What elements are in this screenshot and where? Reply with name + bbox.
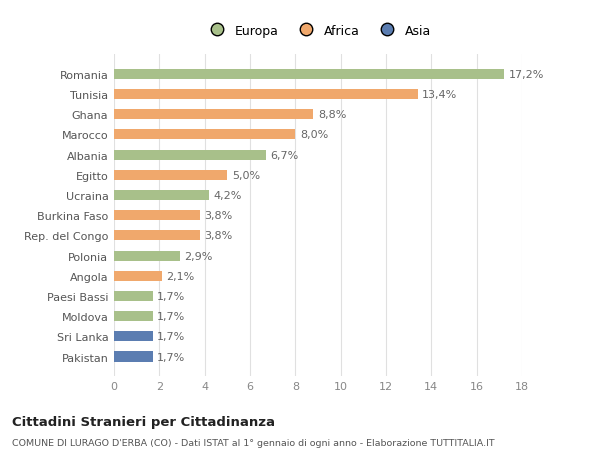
Bar	[114, 271, 161, 281]
Text: 8,8%: 8,8%	[318, 110, 346, 120]
Text: Cittadini Stranieri per Cittadinanza: Cittadini Stranieri per Cittadinanza	[12, 415, 275, 428]
Bar	[114, 311, 152, 321]
Bar	[114, 251, 180, 261]
Text: 13,4%: 13,4%	[422, 90, 458, 100]
Bar	[114, 331, 152, 341]
Text: 4,2%: 4,2%	[214, 190, 242, 201]
Bar	[114, 110, 313, 120]
Text: 1,7%: 1,7%	[157, 291, 185, 301]
Text: 1,7%: 1,7%	[157, 331, 185, 341]
Text: 8,0%: 8,0%	[300, 130, 328, 140]
Bar	[114, 291, 152, 302]
Text: 6,7%: 6,7%	[271, 150, 299, 160]
Bar	[114, 211, 200, 221]
Bar	[114, 90, 418, 100]
Text: 1,7%: 1,7%	[157, 352, 185, 362]
Bar	[114, 130, 295, 140]
Bar	[114, 231, 200, 241]
Text: 3,8%: 3,8%	[205, 211, 233, 221]
Text: 3,8%: 3,8%	[205, 231, 233, 241]
Bar	[114, 190, 209, 201]
Text: COMUNE DI LURAGO D'ERBA (CO) - Dati ISTAT al 1° gennaio di ogni anno - Elaborazi: COMUNE DI LURAGO D'ERBA (CO) - Dati ISTA…	[12, 438, 494, 448]
Bar	[114, 70, 504, 80]
Text: 1,7%: 1,7%	[157, 312, 185, 321]
Text: 2,1%: 2,1%	[166, 271, 194, 281]
Bar	[114, 170, 227, 180]
Bar	[114, 352, 152, 362]
Text: 2,9%: 2,9%	[184, 251, 212, 261]
Text: 17,2%: 17,2%	[508, 70, 544, 80]
Text: 5,0%: 5,0%	[232, 170, 260, 180]
Legend: Europa, Africa, Asia: Europa, Africa, Asia	[200, 20, 436, 43]
Bar	[114, 150, 266, 160]
